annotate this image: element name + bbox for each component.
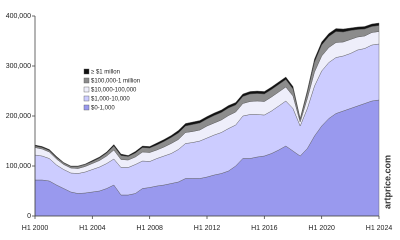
legend-label: $0-1,000: [91, 106, 115, 112]
legend-label: $10,000-100,000: [91, 88, 137, 94]
y-tick-label: 400,000: [6, 13, 31, 20]
x-tick-label: H1 2024: [366, 225, 393, 232]
y-tick-label: 100,000: [6, 163, 31, 170]
x-tick-label: H1 2020: [308, 225, 335, 232]
x-tick-label: H1 2008: [136, 225, 163, 232]
area: [34, 22, 380, 167]
legend-swatch: [83, 86, 90, 93]
watermark: artprice.com: [382, 155, 392, 209]
x-tick-label: H1 2016: [251, 225, 278, 232]
x-tick-label: H1 2012: [194, 225, 221, 232]
x-tick-label: H1 2004: [79, 225, 106, 232]
legend-swatch: [83, 77, 90, 84]
y-tick-label: 0: [27, 213, 31, 220]
legend-label: $100,000-1 million: [91, 79, 140, 85]
legend-swatch: [83, 104, 90, 111]
y-tick-label: 300,000: [6, 63, 31, 70]
legend-swatch: [83, 95, 90, 102]
legend-label: ≥ $1 millon: [91, 70, 120, 76]
y-tick-label: 200,000: [6, 113, 31, 120]
legend: ≥ $1 millon $100,000-1 million $10,000-100…: [83, 68, 140, 112]
legend-swatch: [83, 68, 90, 75]
legend-label: $1,000-10,000: [91, 97, 130, 103]
x-tick-label: H1 2000: [22, 225, 49, 232]
